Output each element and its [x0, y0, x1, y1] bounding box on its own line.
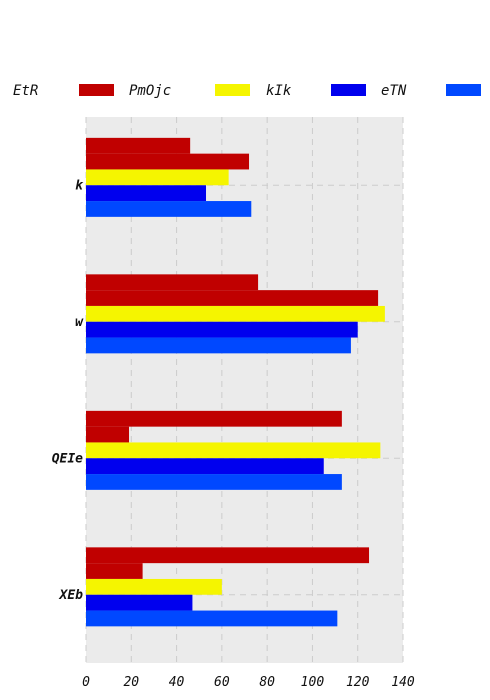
x-tick-label: 20 [123, 675, 139, 690]
bar [86, 337, 351, 354]
bar [86, 610, 338, 627]
bar [86, 290, 379, 306]
x-tick-label: 100 [301, 675, 325, 690]
bar [86, 274, 259, 291]
legend: EtR PmOjc kIk eTN [13, 83, 481, 99]
bar [86, 185, 207, 202]
legend-swatch [331, 84, 366, 96]
bar [86, 547, 370, 564]
y-tick-label: QEIe [52, 451, 83, 466]
legend-label: eTN [381, 83, 407, 99]
legend-title: EtR [13, 83, 38, 99]
legend-swatch [79, 84, 114, 96]
x-tick-label: 80 [259, 675, 275, 690]
bars-group [86, 137, 385, 627]
y-tick-label: XEb [59, 588, 84, 603]
bar [86, 474, 342, 490]
bar [86, 321, 358, 338]
y-tick-labels: k w QEIe XEb [52, 178, 84, 603]
y-tick-label: w [75, 315, 84, 330]
legend-label: PmOjc [129, 83, 171, 99]
bar [86, 458, 324, 475]
bar [86, 153, 250, 170]
bar [86, 426, 130, 443]
x-tick-label: 40 [169, 675, 185, 690]
y-tick-label: k [75, 178, 84, 193]
x-tick-label: 120 [346, 675, 370, 690]
bar [86, 578, 222, 595]
bar [86, 594, 193, 611]
x-tick-label: 0 [82, 675, 90, 690]
bar [86, 563, 143, 579]
bar [86, 201, 252, 217]
x-tick-label: 60 [214, 675, 230, 690]
bar [86, 442, 381, 459]
x-tick-labels: 0 20 40 60 80 100 120 140 [82, 675, 415, 690]
x-tick-label: 140 [391, 675, 415, 690]
bar [86, 169, 229, 186]
bar [86, 137, 191, 154]
legend-swatch [446, 84, 481, 96]
legend-label: kIk [266, 83, 292, 99]
bar [86, 305, 385, 322]
bar [86, 410, 342, 427]
legend-swatch [215, 84, 250, 96]
